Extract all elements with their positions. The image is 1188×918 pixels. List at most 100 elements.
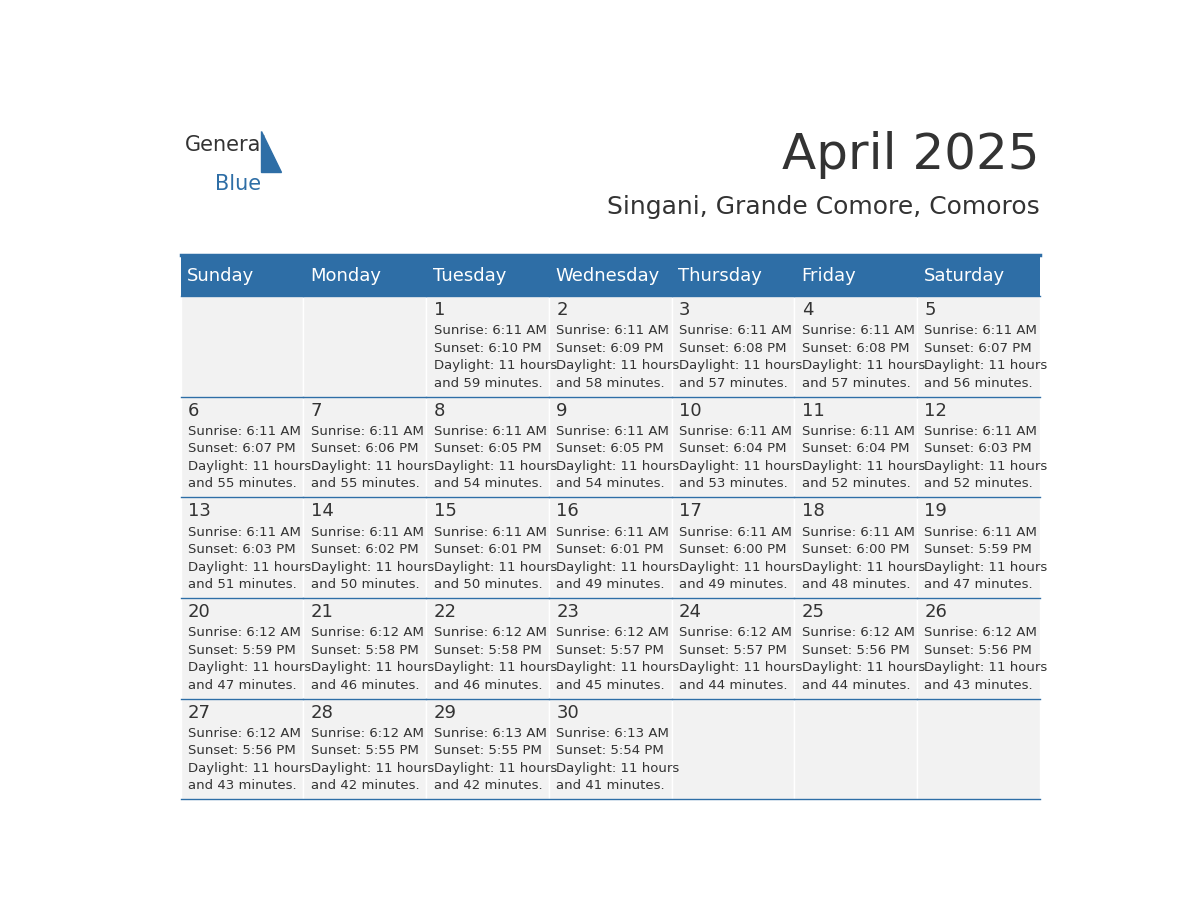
Bar (671, 297, 795, 397)
Text: 18: 18 (802, 502, 824, 521)
Bar (795, 498, 917, 598)
Bar (426, 255, 549, 297)
Text: Sunrise: 6:11 AM
Sunset: 6:08 PM
Daylight: 11 hours
and 57 minutes.: Sunrise: 6:11 AM Sunset: 6:08 PM Dayligh… (680, 324, 802, 390)
Text: Sunrise: 6:13 AM
Sunset: 5:55 PM
Daylight: 11 hours
and 42 minutes.: Sunrise: 6:13 AM Sunset: 5:55 PM Dayligh… (434, 727, 557, 792)
Text: Sunday: Sunday (188, 266, 254, 285)
Bar (303, 498, 426, 598)
Text: 29: 29 (434, 703, 456, 722)
Text: Sunrise: 6:12 AM
Sunset: 5:57 PM
Daylight: 11 hours
and 45 minutes.: Sunrise: 6:12 AM Sunset: 5:57 PM Dayligh… (556, 626, 680, 692)
Bar (549, 397, 671, 498)
Text: 26: 26 (924, 603, 947, 621)
Text: Blue: Blue (215, 174, 261, 194)
Text: Sunrise: 6:11 AM
Sunset: 6:01 PM
Daylight: 11 hours
and 49 minutes.: Sunrise: 6:11 AM Sunset: 6:01 PM Dayligh… (556, 526, 680, 591)
Text: Sunrise: 6:12 AM
Sunset: 5:55 PM
Daylight: 11 hours
and 42 minutes.: Sunrise: 6:12 AM Sunset: 5:55 PM Dayligh… (311, 727, 434, 792)
Bar (426, 397, 549, 498)
Text: April 2025: April 2025 (782, 131, 1040, 179)
Text: 30: 30 (556, 703, 579, 722)
Text: 1: 1 (434, 301, 444, 319)
Text: 16: 16 (556, 502, 579, 521)
Bar (795, 297, 917, 397)
Text: 6: 6 (188, 402, 200, 420)
Bar (671, 699, 795, 800)
Text: 28: 28 (311, 703, 334, 722)
Bar (671, 255, 795, 297)
Bar (549, 699, 671, 800)
Text: Sunrise: 6:12 AM
Sunset: 5:56 PM
Daylight: 11 hours
and 43 minutes.: Sunrise: 6:12 AM Sunset: 5:56 PM Dayligh… (924, 626, 1048, 692)
Text: Sunrise: 6:11 AM
Sunset: 6:00 PM
Daylight: 11 hours
and 48 minutes.: Sunrise: 6:11 AM Sunset: 6:00 PM Dayligh… (802, 526, 925, 591)
Bar (181, 699, 303, 800)
Text: 21: 21 (311, 603, 334, 621)
Text: Sunrise: 6:11 AM
Sunset: 6:06 PM
Daylight: 11 hours
and 55 minutes.: Sunrise: 6:11 AM Sunset: 6:06 PM Dayligh… (311, 425, 434, 490)
Text: Sunrise: 6:12 AM
Sunset: 5:59 PM
Daylight: 11 hours
and 47 minutes.: Sunrise: 6:12 AM Sunset: 5:59 PM Dayligh… (188, 626, 311, 692)
Text: Singani, Grande Comore, Comoros: Singani, Grande Comore, Comoros (607, 195, 1040, 219)
Text: Sunrise: 6:12 AM
Sunset: 5:58 PM
Daylight: 11 hours
and 46 minutes.: Sunrise: 6:12 AM Sunset: 5:58 PM Dayligh… (311, 626, 434, 692)
Text: Sunrise: 6:11 AM
Sunset: 6:04 PM
Daylight: 11 hours
and 52 minutes.: Sunrise: 6:11 AM Sunset: 6:04 PM Dayligh… (802, 425, 925, 490)
Bar (671, 397, 795, 498)
Text: Monday: Monday (310, 266, 381, 285)
Bar (917, 255, 1040, 297)
Bar (549, 498, 671, 598)
Bar (549, 297, 671, 397)
Text: Wednesday: Wednesday (555, 266, 659, 285)
Text: Sunrise: 6:11 AM
Sunset: 5:59 PM
Daylight: 11 hours
and 47 minutes.: Sunrise: 6:11 AM Sunset: 5:59 PM Dayligh… (924, 526, 1048, 591)
Text: 3: 3 (680, 301, 690, 319)
Polygon shape (261, 131, 282, 172)
Bar (795, 397, 917, 498)
Bar (426, 699, 549, 800)
Text: 15: 15 (434, 502, 456, 521)
Bar (917, 598, 1040, 699)
Text: 27: 27 (188, 703, 211, 722)
Bar (181, 598, 303, 699)
Text: Sunrise: 6:11 AM
Sunset: 6:03 PM
Daylight: 11 hours
and 51 minutes.: Sunrise: 6:11 AM Sunset: 6:03 PM Dayligh… (188, 526, 311, 591)
Text: 10: 10 (680, 402, 702, 420)
Text: Sunrise: 6:11 AM
Sunset: 6:00 PM
Daylight: 11 hours
and 49 minutes.: Sunrise: 6:11 AM Sunset: 6:00 PM Dayligh… (680, 526, 802, 591)
Bar (303, 699, 426, 800)
Text: 25: 25 (802, 603, 824, 621)
Bar (795, 255, 917, 297)
Bar (917, 498, 1040, 598)
Bar (303, 397, 426, 498)
Text: Saturday: Saturday (923, 266, 1005, 285)
Bar (795, 598, 917, 699)
Bar (549, 255, 671, 297)
Text: Thursday: Thursday (678, 266, 762, 285)
Text: 7: 7 (311, 402, 322, 420)
Text: 24: 24 (680, 603, 702, 621)
Bar (303, 255, 426, 297)
Text: Sunrise: 6:11 AM
Sunset: 6:05 PM
Daylight: 11 hours
and 54 minutes.: Sunrise: 6:11 AM Sunset: 6:05 PM Dayligh… (556, 425, 680, 490)
Text: Sunrise: 6:11 AM
Sunset: 6:02 PM
Daylight: 11 hours
and 50 minutes.: Sunrise: 6:11 AM Sunset: 6:02 PM Dayligh… (311, 526, 434, 591)
Text: Sunrise: 6:11 AM
Sunset: 6:03 PM
Daylight: 11 hours
and 52 minutes.: Sunrise: 6:11 AM Sunset: 6:03 PM Dayligh… (924, 425, 1048, 490)
Bar (917, 699, 1040, 800)
Bar (795, 699, 917, 800)
Bar (426, 598, 549, 699)
Bar (181, 397, 303, 498)
Text: 5: 5 (924, 301, 936, 319)
Text: Sunrise: 6:11 AM
Sunset: 6:05 PM
Daylight: 11 hours
and 54 minutes.: Sunrise: 6:11 AM Sunset: 6:05 PM Dayligh… (434, 425, 557, 490)
Text: Tuesday: Tuesday (432, 266, 506, 285)
Bar (549, 598, 671, 699)
Text: 12: 12 (924, 402, 947, 420)
Text: 17: 17 (680, 502, 702, 521)
Bar (917, 297, 1040, 397)
Text: 22: 22 (434, 603, 456, 621)
Text: Sunrise: 6:11 AM
Sunset: 6:01 PM
Daylight: 11 hours
and 50 minutes.: Sunrise: 6:11 AM Sunset: 6:01 PM Dayligh… (434, 526, 557, 591)
Text: 8: 8 (434, 402, 444, 420)
Bar (917, 397, 1040, 498)
Bar (426, 297, 549, 397)
Text: 14: 14 (311, 502, 334, 521)
Bar (671, 598, 795, 699)
Text: General: General (185, 135, 267, 155)
Text: Friday: Friday (801, 266, 855, 285)
Bar (303, 297, 426, 397)
Bar (181, 498, 303, 598)
Text: 23: 23 (556, 603, 580, 621)
Text: 11: 11 (802, 402, 824, 420)
Text: 19: 19 (924, 502, 947, 521)
Text: Sunrise: 6:11 AM
Sunset: 6:08 PM
Daylight: 11 hours
and 57 minutes.: Sunrise: 6:11 AM Sunset: 6:08 PM Dayligh… (802, 324, 925, 390)
Text: Sunrise: 6:11 AM
Sunset: 6:10 PM
Daylight: 11 hours
and 59 minutes.: Sunrise: 6:11 AM Sunset: 6:10 PM Dayligh… (434, 324, 557, 390)
Bar (181, 297, 303, 397)
Bar (303, 598, 426, 699)
Text: Sunrise: 6:12 AM
Sunset: 5:57 PM
Daylight: 11 hours
and 44 minutes.: Sunrise: 6:12 AM Sunset: 5:57 PM Dayligh… (680, 626, 802, 692)
Text: Sunrise: 6:11 AM
Sunset: 6:07 PM
Daylight: 11 hours
and 55 minutes.: Sunrise: 6:11 AM Sunset: 6:07 PM Dayligh… (188, 425, 311, 490)
Text: 13: 13 (188, 502, 211, 521)
